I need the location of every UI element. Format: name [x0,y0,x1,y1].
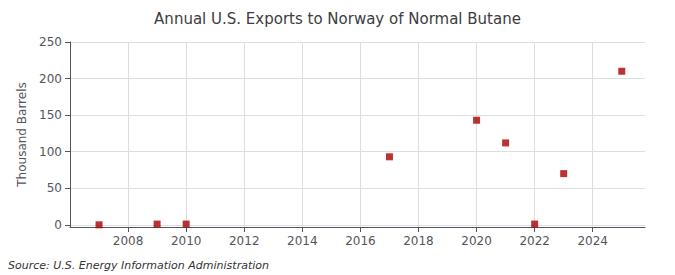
svg-text:Thousand Barrels: Thousand Barrels [15,82,29,187]
svg-text:2022: 2022 [519,234,550,248]
svg-text:Source: U.S. Energy Informatio: Source: U.S. Energy Information Administ… [8,259,269,272]
svg-text:2010: 2010 [171,234,202,248]
svg-text:Annual U.S. Exports to Norway: Annual U.S. Exports to Norway of Normal … [154,10,521,28]
svg-text:0: 0 [54,218,62,232]
svg-text:100: 100 [39,145,62,159]
svg-text:2024: 2024 [577,234,608,248]
svg-text:2014: 2014 [287,234,318,248]
svg-text:2020: 2020 [461,234,492,248]
svg-text:2012: 2012 [229,234,260,248]
svg-text:2016: 2016 [345,234,376,248]
svg-text:250: 250 [39,35,62,49]
svg-text:200: 200 [39,72,62,86]
svg-text:50: 50 [47,181,62,195]
svg-text:2008: 2008 [113,234,144,248]
svg-text:150: 150 [39,108,62,122]
svg-text:2018: 2018 [403,234,434,248]
